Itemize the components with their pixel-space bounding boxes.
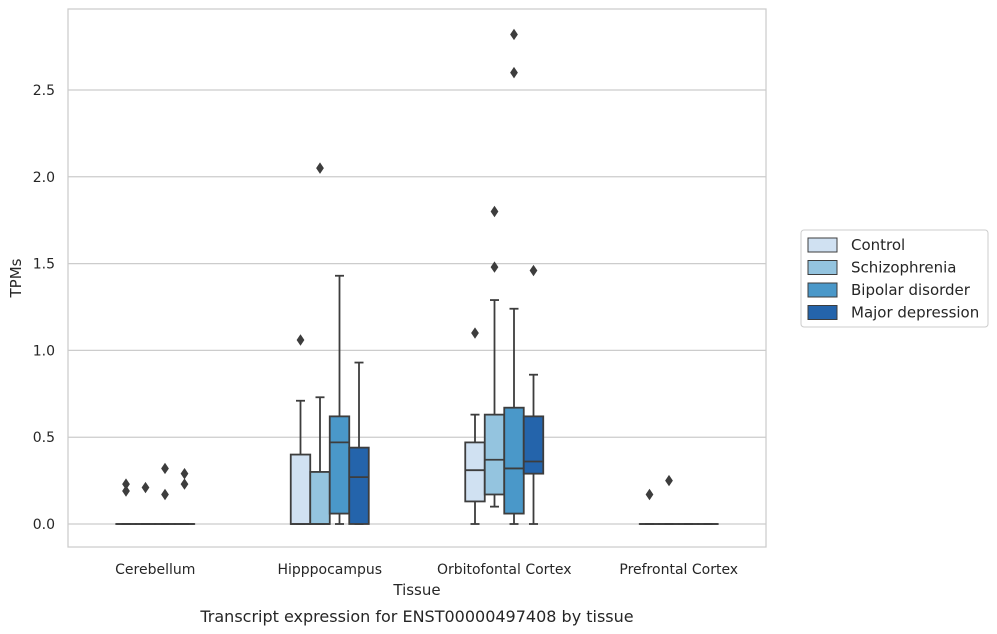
x-tick-label: Prefrontal Cortex (619, 562, 738, 578)
outlier-point (296, 334, 305, 346)
legend-frame (800, 229, 989, 328)
y-tick-label: 0.0 (33, 517, 55, 533)
legend-label: Major depression (851, 304, 979, 322)
box-body (483, 413, 506, 496)
outlier-point (122, 478, 130, 490)
x-tick-label: Orbitofontal Cortex (437, 562, 572, 578)
y-tick-label: 2.5 (33, 83, 55, 99)
box-body (464, 441, 486, 503)
box-body (503, 406, 525, 515)
y-tick-label: 2.0 (33, 170, 55, 186)
y-tick-label: 1.0 (33, 343, 55, 359)
y-tick-label: 1.5 (33, 257, 55, 273)
box-item (483, 205, 506, 508)
legend: Control Schizophrenia Bipolar disorder Majo… (800, 229, 989, 328)
box-item (522, 264, 545, 525)
series-group (173, 264, 719, 525)
outlier-point (665, 474, 673, 487)
legend-label: Bipolar disorder (851, 281, 971, 299)
x-axis-title: Tissue (392, 581, 440, 599)
box-body (309, 471, 331, 525)
box-body (522, 415, 545, 475)
legend-swatch (807, 260, 838, 275)
outlier-point (510, 66, 518, 79)
y-tick-label: 0.5 (33, 430, 55, 446)
y-axis-title: TPMs (7, 258, 25, 298)
outlier-point (471, 327, 479, 339)
series-group (115, 327, 661, 525)
outlier-point (490, 261, 499, 273)
outlier-point (490, 205, 499, 218)
outlier-point (161, 462, 169, 475)
outlier-point (645, 488, 654, 501)
box-groups (115, 28, 719, 525)
series-group (134, 162, 680, 525)
legend-label: Control (851, 236, 905, 254)
outlier-point (141, 481, 150, 494)
x-tick-label: Cerebellum (115, 562, 195, 578)
outlier-point (529, 264, 538, 277)
outlier-point (510, 28, 518, 41)
box-item (115, 478, 137, 525)
series-group (154, 28, 700, 525)
box-body (328, 415, 351, 515)
legend-swatch (807, 282, 838, 298)
plot-frame (67, 8, 767, 548)
box-item (154, 462, 176, 525)
box-item (173, 467, 196, 525)
x-tick-labels: Cerebellum Hipppocampus Orbitofontal Corte… (115, 562, 738, 578)
box-body (289, 453, 312, 525)
legend-swatch (807, 237, 838, 253)
outlier-point (122, 485, 130, 497)
box-item (328, 274, 351, 525)
outlier-point (316, 162, 324, 174)
outlier-point (161, 488, 169, 501)
box-body (348, 446, 370, 525)
y-tick-labels: 0.0 0.5 1.0 1.5 2.0 2.5 (33, 83, 55, 533)
box-item (503, 28, 525, 525)
chart-caption: Transcript expression for ENST0000049740… (199, 607, 633, 626)
box-item (348, 361, 370, 525)
outlier-point (180, 478, 189, 490)
legend-label: Schizophrenia (851, 259, 956, 277)
outlier-point (180, 467, 189, 480)
legend-swatch (807, 305, 838, 320)
x-tick-label: Hipppocampus (277, 562, 382, 578)
